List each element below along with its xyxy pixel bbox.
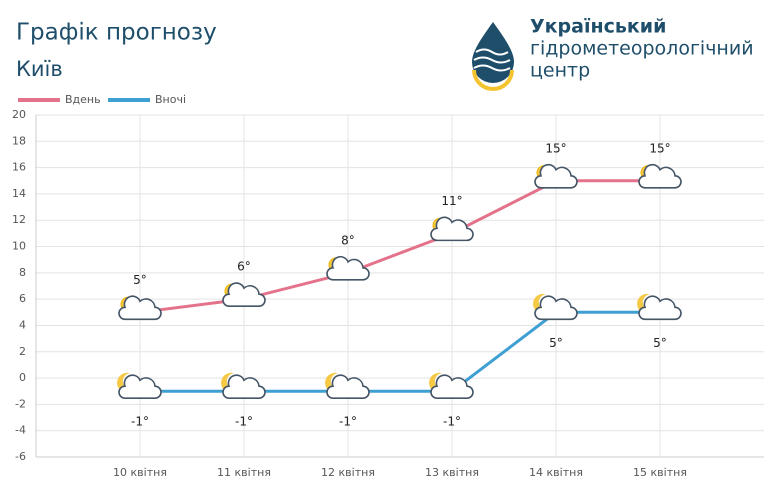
weather-icon: [326, 255, 370, 281]
weather-icon: [325, 372, 370, 400]
y-tick-label: -2: [15, 397, 26, 410]
x-tick-label: 14 квітня: [529, 466, 583, 479]
data-label: 5°: [133, 273, 147, 287]
x-tick-label: 13 квітня: [425, 466, 479, 479]
y-tick-label: -6: [15, 450, 26, 463]
cloud: [222, 374, 266, 400]
y-tick-label: 0: [19, 371, 26, 384]
cloud: [534, 295, 578, 321]
weather-icon: [430, 216, 474, 242]
data-label: 11°: [441, 194, 462, 208]
weather-icon: [117, 372, 162, 400]
logo-icon: [472, 22, 514, 91]
data-label: -1°: [339, 415, 357, 429]
legend-label: Вночі: [155, 93, 186, 106]
weather-icon: [221, 372, 266, 400]
cloud: [222, 282, 266, 307]
cloud: [534, 163, 578, 189]
data-label: 15°: [649, 141, 670, 155]
weather-icon: [118, 295, 162, 321]
logo-text: центр: [530, 60, 590, 82]
data-label: 6°: [237, 260, 251, 274]
cloud: [326, 374, 370, 400]
x-tick-label: 11 квітня: [217, 466, 271, 479]
city: Київ: [16, 57, 63, 81]
logo-text: Український: [530, 16, 666, 38]
x-tick-label: 10 квітня: [113, 466, 167, 479]
weather-icon: [534, 163, 578, 189]
y-tick-label: 8: [19, 266, 26, 279]
cloud: [430, 374, 474, 400]
y-tick-label: 2: [19, 345, 26, 358]
y-tick-label: -4: [15, 424, 26, 437]
title: Графік прогнозу: [16, 20, 217, 46]
cloud: [430, 216, 474, 242]
data-label: -1°: [131, 415, 149, 429]
weather-icon: [637, 293, 682, 321]
cloud: [638, 163, 682, 189]
cloud: [326, 255, 370, 281]
weather-icon: [429, 372, 474, 400]
x-tick-label: 15 квітня: [633, 466, 687, 479]
weather-icon: [533, 293, 578, 321]
data-label: -1°: [443, 415, 461, 429]
cloud: [118, 295, 162, 321]
data-label: 15°: [545, 141, 566, 155]
y-tick-label: 20: [12, 108, 26, 121]
data-label: -1°: [235, 415, 253, 429]
weather-icon: [638, 163, 682, 189]
y-tick-label: 14: [12, 187, 26, 200]
cloud: [118, 374, 162, 400]
data-label: 8°: [341, 233, 355, 247]
data-label: 5°: [653, 336, 667, 350]
legend-label: Вдень: [65, 93, 101, 106]
y-tick-label: 4: [19, 318, 26, 331]
logo-text: гідрометеорологічний: [530, 38, 754, 60]
y-tick-label: 6: [19, 292, 26, 305]
cloud: [638, 295, 682, 321]
weather-icon: [222, 282, 266, 307]
y-tick-label: 18: [12, 134, 26, 147]
y-tick-label: 10: [12, 240, 26, 253]
y-tick-label: 16: [12, 161, 26, 174]
y-tick-label: 12: [12, 213, 26, 226]
data-label: 5°: [549, 336, 563, 350]
x-tick-label: 12 квітня: [321, 466, 375, 479]
